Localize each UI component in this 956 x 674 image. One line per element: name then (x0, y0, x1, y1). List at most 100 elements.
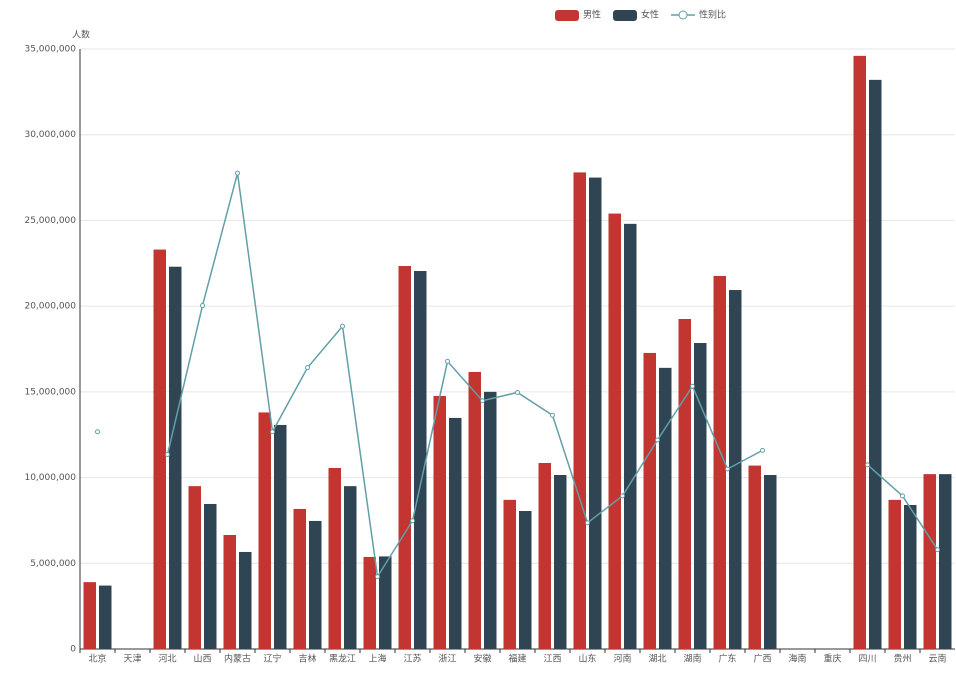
x-tick-label: 上海 (368, 653, 386, 665)
line-point (340, 323, 345, 329)
legend-label[interactable]: 男性 (583, 9, 601, 21)
x-tick-label: 江西 (543, 654, 561, 665)
line-point (550, 412, 555, 418)
line-point (760, 447, 765, 453)
legend-label[interactable]: 女性 (641, 9, 659, 21)
line-point (585, 520, 590, 526)
bar (869, 79, 882, 650)
bar (293, 508, 306, 649)
bar (169, 266, 182, 649)
bar (468, 371, 481, 649)
bar (274, 424, 287, 649)
x-tick-label: 云南 (928, 653, 946, 665)
bar (503, 499, 516, 649)
bar (643, 352, 656, 649)
x-tick-label: 安徽 (473, 653, 491, 665)
bar (573, 172, 586, 649)
bar (853, 55, 866, 650)
bar (379, 556, 392, 649)
bar (83, 582, 96, 649)
x-tick-label: 湖北 (648, 654, 666, 665)
line-point (655, 437, 660, 443)
bar (328, 467, 341, 649)
line-point (865, 462, 870, 468)
bar (939, 474, 952, 649)
bar (764, 475, 777, 649)
y-tick-label: 25,000,000 (24, 216, 76, 226)
x-tick-label: 江苏 (403, 653, 421, 665)
x-tick-label: 山东 (578, 653, 596, 665)
line-point (410, 518, 415, 524)
line-point (200, 303, 205, 309)
bar (239, 551, 252, 649)
bar (554, 475, 567, 649)
y-tick-label: 20,000,000 (24, 302, 76, 312)
line-point (270, 429, 275, 435)
bar (608, 213, 621, 650)
bar (414, 271, 427, 649)
legend-icon (555, 10, 579, 21)
bar (694, 343, 707, 649)
y-tick-label: 35,000,000 (24, 45, 76, 55)
y-axis-label: 人数 (72, 29, 90, 41)
x-tick-label: 广西 (753, 653, 771, 665)
bar (519, 511, 532, 649)
legend-icon (613, 10, 638, 21)
x-tick-label: 黑龙江 (329, 653, 356, 665)
line-point (235, 170, 240, 176)
bar (659, 367, 672, 649)
y-tick-label: 30,000,000 (24, 130, 76, 140)
line-point (305, 365, 310, 371)
x-tick-label: 辽宁 (263, 653, 281, 665)
bar (589, 177, 602, 650)
x-tick-label: 广东 (718, 653, 736, 665)
legend-icon (678, 10, 688, 20)
bar (624, 223, 637, 649)
x-tick-label: 海南 (788, 653, 806, 665)
bar (923, 474, 936, 649)
line-point (690, 383, 695, 389)
bar (748, 465, 761, 649)
bar (344, 486, 357, 649)
x-tick-label: 四川 (858, 655, 876, 665)
x-tick-label: 河南 (613, 653, 631, 665)
line-point (620, 493, 625, 499)
bar (204, 503, 217, 649)
bar (888, 499, 901, 649)
x-tick-label: 重庆 (823, 653, 841, 665)
bar (713, 275, 726, 649)
x-tick-label: 内蒙古 (224, 653, 251, 665)
x-tick-label: 福建 (508, 653, 526, 665)
bar (153, 249, 166, 650)
bar (258, 412, 271, 649)
x-tick-label: 天津 (123, 654, 141, 665)
legend-label[interactable]: 性别比 (699, 9, 726, 21)
x-tick-label: 山西 (193, 654, 211, 665)
x-tick-label: 河北 (158, 653, 176, 665)
bar (538, 463, 551, 649)
line-point (515, 389, 520, 395)
x-tick-label: 贵州 (893, 653, 911, 665)
bar (99, 585, 112, 649)
bar (484, 391, 497, 649)
x-tick-label: 湖南 (683, 653, 701, 665)
y-tick-label: 10,000,000 (24, 473, 76, 483)
line-point (95, 429, 100, 435)
bar (678, 319, 691, 649)
bar (309, 520, 322, 649)
y-tick-label: 5,000,000 (30, 559, 76, 569)
x-tick-label: 浙江 (438, 653, 456, 665)
line-point (375, 574, 380, 580)
line-point (725, 466, 730, 472)
x-tick-label: 北京 (88, 653, 106, 665)
x-tick-label: 吉林 (298, 653, 316, 665)
bar (223, 535, 236, 649)
bar (188, 486, 201, 649)
bar (398, 266, 411, 649)
y-tick-label: 0 (70, 645, 76, 655)
line-point (445, 358, 450, 364)
bar (449, 417, 462, 649)
line-point (480, 398, 485, 404)
bar (363, 556, 376, 649)
